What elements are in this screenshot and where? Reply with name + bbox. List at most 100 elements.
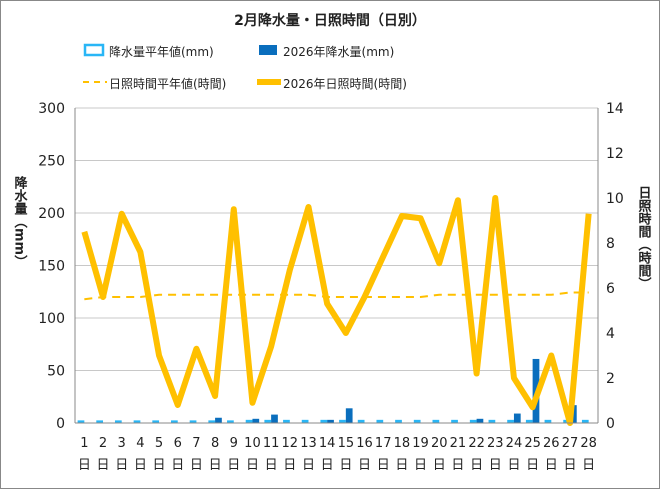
x-tick-label: 6 [174,436,182,451]
bar-precip-normal [525,419,533,423]
bar-precip-normal [114,420,122,423]
bar-precip-2026 [271,414,278,423]
legend-label: 日照時間平年値(時間) [109,76,226,91]
y-left-tick: 0 [56,416,65,432]
legend-swatch [83,43,105,57]
x-tick-label-day: 日 [227,458,240,473]
x-tick-label-day: 日 [470,458,483,473]
bar-precip-normal [152,420,160,423]
bar-precip-2026 [215,417,222,423]
x-tick-label: 11 [263,436,280,451]
x-tick-label-day: 日 [115,458,128,473]
bar-precip-normal [581,419,589,423]
x-tick-label: 14 [319,436,336,451]
bar-precip-normal [189,420,197,423]
bar-precip-normal [283,419,290,423]
x-tick-label: 18 [394,436,411,451]
x-tick-label: 7 [192,436,200,451]
x-tick-label: 13 [300,436,317,451]
x-tick-label: 16 [356,436,373,451]
x-tick-label: 23 [487,436,504,451]
y-left-tick: 200 [38,206,65,222]
x-tick-label-day: 日 [302,458,315,473]
bar-precip-normal [413,419,421,423]
legend-label: 2026年日照時間(時間) [283,77,407,91]
x-tick-label: 21 [450,436,467,451]
y-right-tick: 2 [606,371,615,387]
bar-precip-normal [245,419,253,423]
bar-precip-normal [339,419,346,423]
x-tick-label-day: 日 [339,458,352,473]
y-right-tick: 12 [606,146,624,162]
bar-precip-normal [376,419,384,423]
x-tick-label-day: 日 [265,458,278,473]
y-right-tick: 0 [606,416,615,432]
bar-precip-normal [320,419,328,423]
legend-swatch [259,45,277,55]
y-right-tick: 8 [606,236,615,252]
bar-precip-2026 [513,413,521,423]
x-tick-label: 9 [230,436,238,451]
bar-precip-normal [469,419,477,423]
y-right-label: 日照時間（時間） [636,186,653,290]
x-tick-label-day: 日 [321,458,334,473]
x-tick-label-day: 日 [190,458,203,473]
x-tick-label: 19 [412,436,429,451]
x-tick-label-day: 日 [246,458,259,473]
x-tick-label-day: 日 [377,458,390,473]
bar-precip-normal [395,419,402,423]
x-tick-label-day: 日 [433,458,446,473]
bar-precip-normal [96,420,104,423]
x-tick-label-day: 日 [78,458,91,473]
bar-precip-2026 [327,419,334,423]
y-left-tick: 250 [38,154,65,170]
bar-precip-2026 [476,418,484,423]
bar-precip-normal [264,419,272,423]
bar-precip-normal [301,419,309,423]
x-tick-label-day: 日 [283,458,296,473]
x-tick-label: 28 [580,436,597,451]
y-right-tick: 10 [606,191,624,207]
bar-precip-normal [208,420,216,423]
bar-precip-2026 [252,418,260,423]
y-left-tick: 50 [47,364,65,380]
y-right-tick: 4 [606,326,615,342]
x-tick-label-day: 日 [582,458,595,473]
x-tick-label-day: 日 [97,458,110,473]
y-left-tick: 100 [38,311,65,327]
bar-precip-normal [507,419,514,423]
chart-title: 2月降水量・日照時間（日別） [234,12,426,29]
x-tick-label-day: 日 [563,458,576,473]
x-tick-label: 17 [375,436,392,451]
y-right-tick: 6 [606,281,615,297]
x-tick-label-day: 日 [153,458,166,473]
bar-precip-normal [227,420,234,423]
line-sunshine-2026 [81,195,592,426]
x-tick-label: 20 [431,436,448,451]
x-tick-label: 24 [506,436,523,451]
bar-precip-normal [451,419,458,423]
y-left-label: 降水量（mm） [12,175,29,268]
x-tick-label-day: 日 [414,458,427,473]
bar-precip-normal [544,419,552,423]
x-tick-label: 12 [282,436,299,451]
x-tick-label: 4 [136,436,144,451]
x-tick-label: 1 [80,436,88,451]
bar-precip-normal [357,419,365,423]
y-right-tick: 14 [606,101,624,117]
bar-precip-normal [77,420,85,423]
x-tick-label-day: 日 [395,458,408,473]
x-tick-label: 3 [118,436,126,451]
bar-precip-normal [133,420,141,423]
legend-label: 2026年降水量(mm) [283,45,394,59]
x-tick-label-day: 日 [209,458,222,473]
x-tick-label-day: 日 [526,458,539,473]
x-tick-label-day: 日 [451,458,464,473]
bar-precip-normal [171,420,178,423]
x-tick-label: 26 [543,436,560,451]
bar-precip-normal [488,419,496,423]
x-tick-label-day: 日 [171,458,184,473]
x-tick-label: 10 [244,436,261,451]
legend: 降水量平年値(mm) 2026年降水量(mm) 日照時間平年値(時間) 2026年日照… [83,43,407,91]
